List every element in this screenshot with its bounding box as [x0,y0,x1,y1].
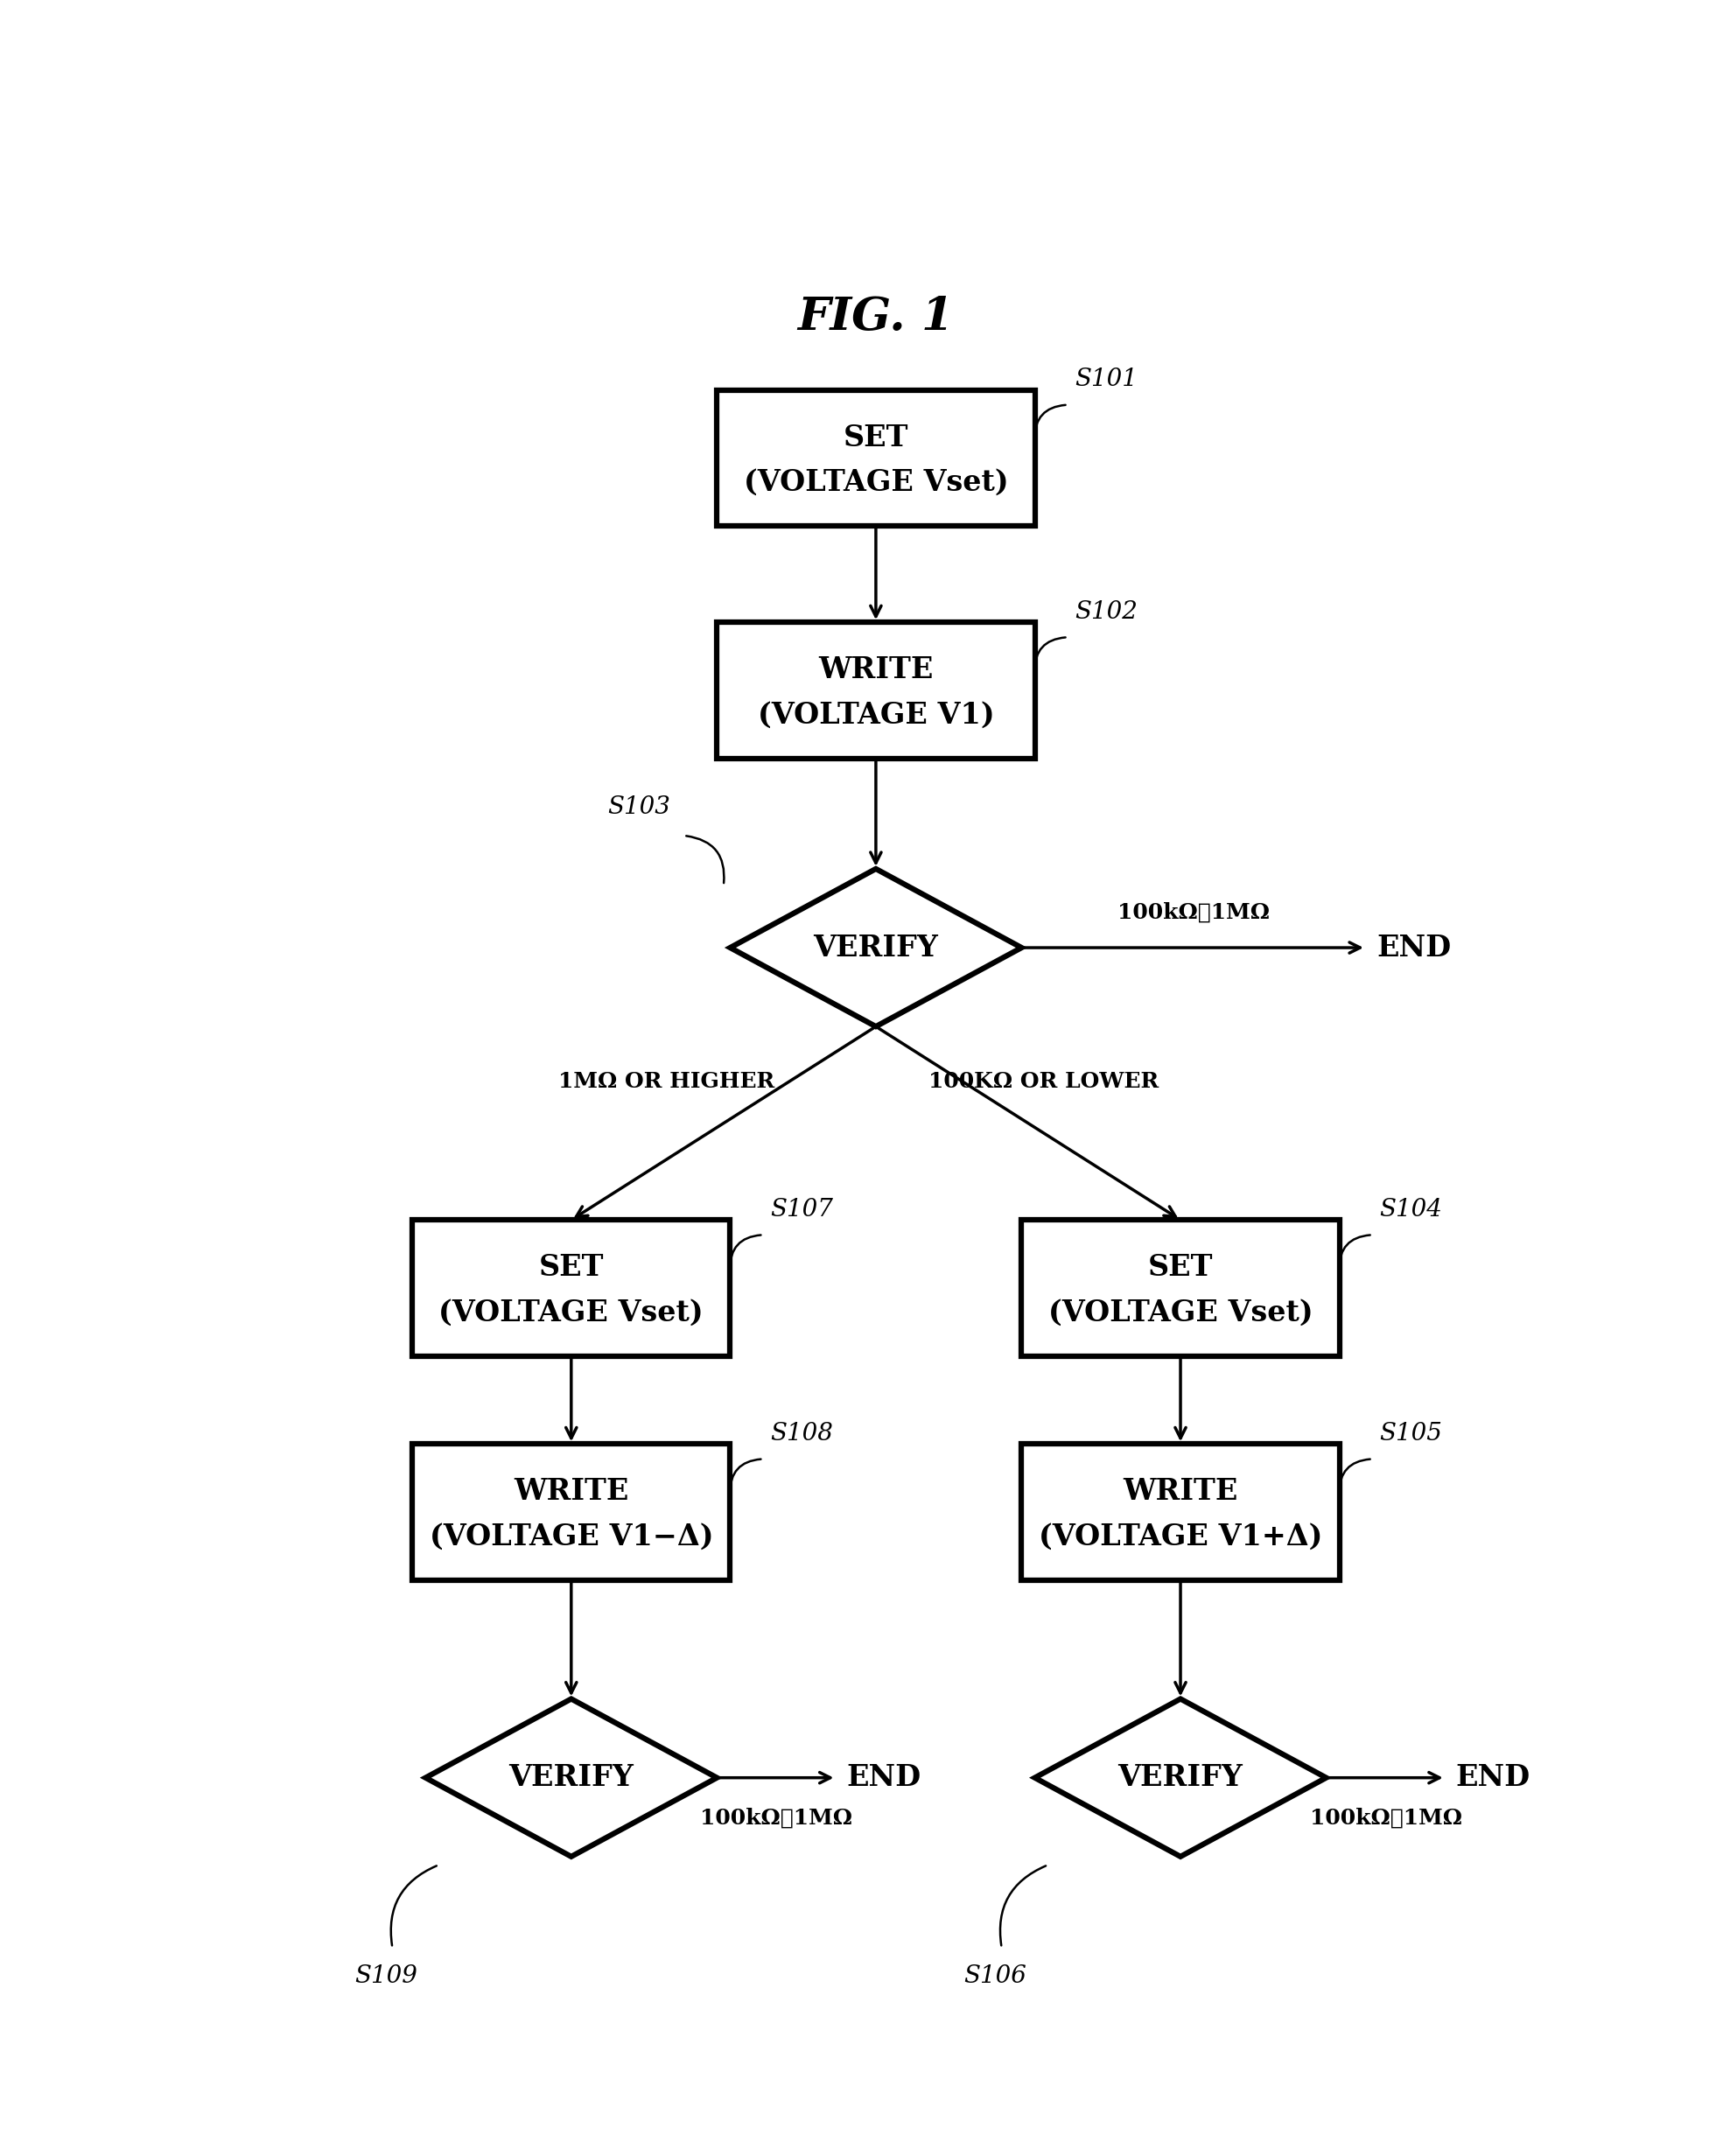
Text: SET: SET [538,1253,603,1283]
Text: (VOLTAGE V1+Δ): (VOLTAGE V1+Δ) [1039,1522,1323,1550]
Polygon shape [730,869,1022,1026]
Bar [412,1445,730,1580]
Text: END: END [1456,1764,1531,1792]
Text: S101: S101 [1075,369,1138,392]
Bar [1022,1220,1340,1356]
Text: 100KΩ OR LOWER: 100KΩ OR LOWER [930,1072,1159,1093]
Text: 1MΩ OR HIGHER: 1MΩ OR HIGHER [559,1072,774,1093]
Bar [718,623,1036,759]
Text: (VOLTAGE Vset): (VOLTAGE Vset) [439,1298,704,1326]
Text: VERIFY: VERIFY [1118,1764,1242,1792]
Text: S103: S103 [608,796,670,819]
Text: SET: SET [1148,1253,1213,1283]
Text: (VOLTAGE Vset): (VOLTAGE Vset) [743,468,1008,496]
Text: S102: S102 [1075,599,1138,623]
Text: S108: S108 [771,1423,832,1447]
Text: (VOLTAGE Vset): (VOLTAGE Vset) [1048,1298,1313,1326]
Text: S104: S104 [1379,1199,1442,1222]
Bar [1022,1445,1340,1580]
Text: S106: S106 [964,1964,1027,1988]
Polygon shape [426,1699,718,1856]
Text: S107: S107 [771,1199,832,1222]
Text: SET: SET [843,423,909,453]
Text: (VOLTAGE V1): (VOLTAGE V1) [757,701,995,729]
Text: 100kΩ～1MΩ: 100kΩ～1MΩ [1118,901,1270,923]
Text: WRITE: WRITE [514,1477,629,1507]
Text: S105: S105 [1379,1423,1442,1447]
Bar [718,390,1036,526]
Text: WRITE: WRITE [819,655,933,683]
Text: WRITE: WRITE [1123,1477,1237,1507]
Text: END: END [846,1764,921,1792]
Polygon shape [1036,1699,1326,1856]
Text: (VOLTAGE V1−Δ): (VOLTAGE V1−Δ) [429,1522,713,1550]
Text: 100kΩ～1MΩ: 100kΩ～1MΩ [701,1807,853,1828]
Text: FIG. 1: FIG. 1 [798,295,954,338]
Text: 100kΩ～1MΩ: 100kΩ～1MΩ [1309,1807,1461,1828]
Text: S109: S109 [354,1964,417,1988]
Text: END: END [1376,934,1451,962]
Text: VERIFY: VERIFY [813,934,938,962]
Text: VERIFY: VERIFY [509,1764,634,1792]
Bar [412,1220,730,1356]
